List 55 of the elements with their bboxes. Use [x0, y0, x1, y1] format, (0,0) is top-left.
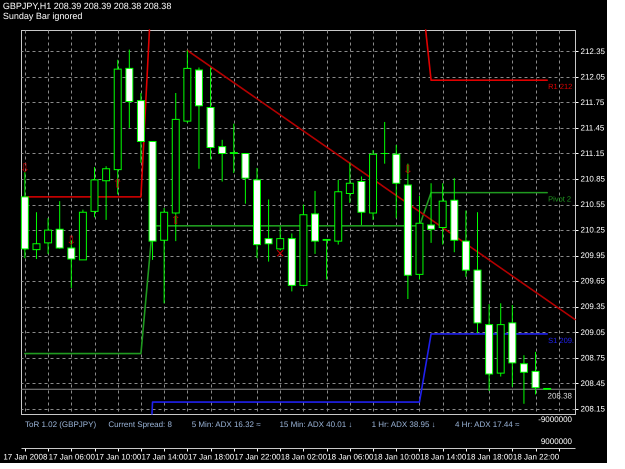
candlestick [380, 121, 389, 164]
annotation: ⇩ [20, 160, 30, 175]
x-tick-label: 17 Jan 10:00 [95, 452, 142, 462]
y-tick-label: 212.05 [580, 72, 606, 82]
x-tick-label: 17 Jan 18:00 [188, 452, 235, 462]
candlestick [427, 182, 436, 244]
candlestick [102, 166, 110, 220]
y-tick-label: 209.05 [580, 328, 606, 337]
text: Current Spread: 8 [108, 420, 172, 429]
text: 15 Min: ADX 40.01 ↓ [279, 420, 352, 429]
candlestick [322, 238, 331, 280]
candlestick [44, 218, 52, 254]
text: 5 Min: ADX 16.32 ≈ [192, 420, 262, 429]
y-tick-label: 211.45 [580, 123, 605, 132]
text: 1 Hr: ADX 38.95 ↓ [372, 420, 436, 429]
x-tick-label: 18 Jan 10:00 [374, 452, 420, 462]
text: -9000000 [538, 415, 573, 424]
x-tick-label: 18 Jan 14:00 [420, 452, 467, 462]
ref-line-label: 208.38 [548, 391, 573, 400]
x-tick-label: 17 Jan 2008 [3, 452, 48, 462]
candlestick [218, 139, 226, 182]
y-tick-label: 208.15 [580, 404, 606, 414]
y-tick-label: 208.75 [580, 353, 606, 362]
candlestick [56, 200, 64, 250]
text: 9000000 [540, 437, 573, 446]
x-tick-label: 18 Jan 02:00 [280, 452, 328, 462]
x-tick-label: 18 Jan 06:00 [327, 452, 374, 462]
y-tick-label: 209.35 [580, 302, 606, 312]
y-tick-label: 212.35 [580, 46, 606, 56]
candlestick [264, 198, 273, 262]
y-tick-label: 210.55 [580, 200, 606, 210]
candlestick [276, 226, 284, 252]
y-tick-label: 211.75 [580, 98, 605, 107]
candlestick [520, 354, 528, 404]
y-tick-label: 208.45 [580, 378, 606, 388]
annotation: ⇩ [66, 233, 76, 248]
chart-subtitle: Sunday Bar ignored [2, 11, 82, 21]
y-tick-label: 211.15 [580, 148, 605, 158]
x-tick-label: 17 Jan 06:00 [48, 452, 96, 462]
chart-title: GBPJPY,H1 208.39 208.39 208.38 208.38 [2, 1, 172, 11]
y-tick-label: 210.25 [580, 226, 606, 235]
y-tick-label: 209.95 [580, 251, 606, 260]
candlestick [230, 123, 238, 174]
candlestick [32, 212, 40, 260]
x-tick-label: 18 Jan 18:00 [466, 452, 514, 462]
y-tick-label: 209.65 [580, 276, 606, 286]
x-tick-label: 17 Jan 22:00 [234, 452, 282, 462]
y-tick-label: 210.85 [580, 174, 606, 184]
candlestick [346, 162, 354, 204]
text: ToR 1.02 (GBPJPY) [25, 420, 96, 429]
annotation: × [275, 246, 286, 260]
candlestick [532, 351, 540, 395]
x-tick-label: 18 Jan 22:00 [512, 452, 560, 462]
text: 4 Hr: ADX 17.44 ≈ [455, 420, 520, 429]
x-tick-label: 17 Jan 14:00 [142, 452, 188, 462]
